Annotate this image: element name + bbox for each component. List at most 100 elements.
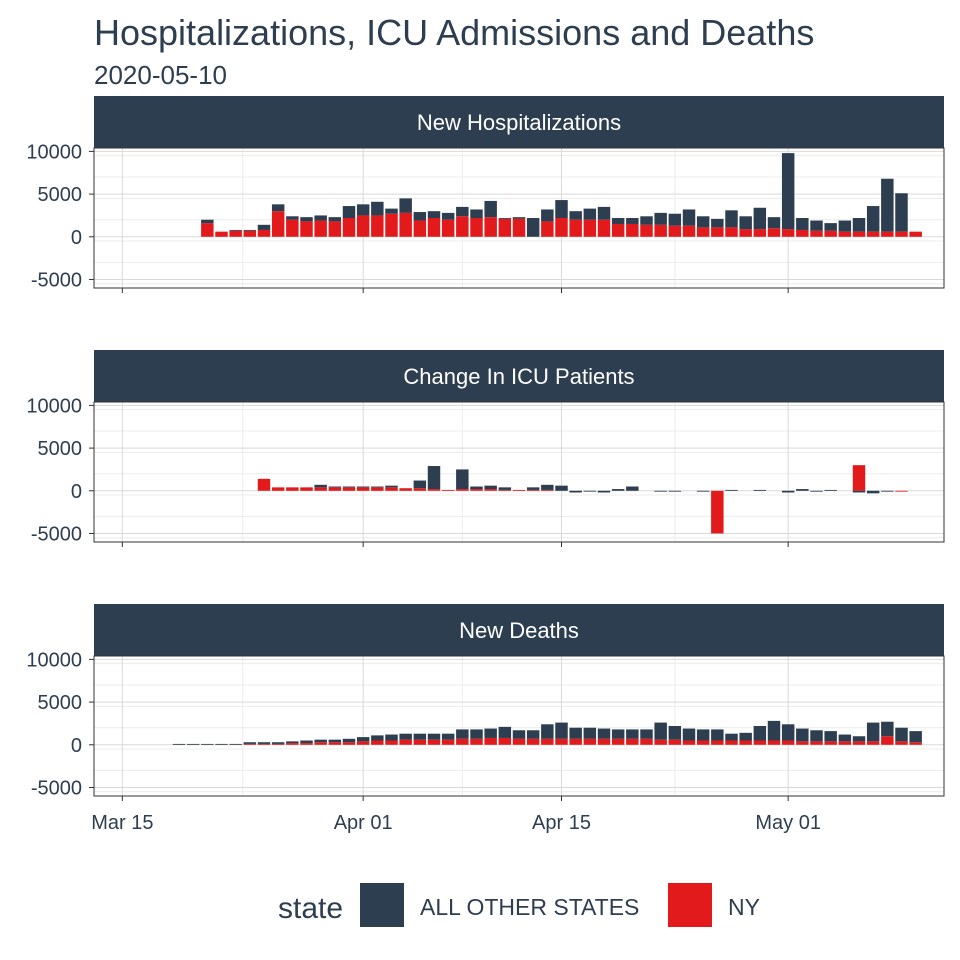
bar-ny — [881, 736, 894, 745]
bar-other-states — [569, 727, 582, 739]
bar-ny — [654, 739, 667, 745]
bar-other-states — [583, 490, 597, 492]
bar-other-states — [725, 733, 738, 741]
panel-border — [93, 401, 945, 543]
panel-border — [93, 147, 945, 289]
y-tick-label: 0 — [71, 227, 82, 249]
bar-ny — [824, 741, 837, 745]
bar-other-states — [781, 724, 795, 741]
bar-other-states — [229, 743, 242, 745]
x-tick-label: Mar 15 — [91, 812, 153, 834]
bar-ny — [597, 738, 611, 745]
y-tick-label: 10000 — [26, 395, 82, 417]
bar-other-states — [371, 735, 384, 741]
legend-key-ny — [668, 883, 712, 927]
bar-ny — [371, 487, 384, 491]
bar-other-states — [668, 213, 682, 226]
bar-other-states — [796, 218, 809, 230]
bar-other-states — [470, 729, 483, 739]
panel-title: New Hospitalizations — [417, 110, 621, 135]
y-tick-label: 5000 — [38, 438, 83, 460]
bar-other-states — [626, 218, 639, 224]
bar-other-states — [385, 208, 398, 214]
x-tick-label: Apr 15 — [532, 812, 591, 834]
bar-ny — [512, 738, 526, 745]
bar-other-states — [909, 731, 922, 743]
bar-ny — [371, 740, 384, 745]
bar-other-states — [881, 721, 894, 737]
bar-other-states — [328, 739, 342, 743]
bar-other-states — [824, 489, 837, 491]
bar-other-states — [186, 743, 200, 745]
bar-ny — [314, 220, 327, 237]
y-tick-label: 5000 — [38, 692, 83, 714]
bar-other-states — [314, 215, 327, 221]
bar-other-states — [611, 729, 625, 739]
bar-other-states — [640, 216, 653, 225]
bar-ny — [781, 229, 795, 237]
bar-ny — [767, 228, 781, 237]
bar-other-states — [682, 209, 696, 226]
bar-other-states — [427, 733, 441, 740]
bar-other-states — [314, 484, 327, 488]
bar-ny — [569, 738, 582, 745]
bar-other-states — [215, 743, 228, 745]
bar-ny — [597, 219, 611, 237]
bar-other-states — [626, 486, 639, 491]
bar-other-states — [597, 490, 611, 493]
legend-label-ny: NY — [728, 894, 760, 920]
bar-other-states — [541, 484, 554, 490]
bar-ny — [682, 740, 696, 745]
bar-other-states — [427, 211, 441, 218]
bar-ny — [866, 741, 880, 745]
bar-other-states — [767, 217, 781, 229]
bar-other-states — [555, 485, 568, 491]
bar-other-states — [498, 487, 512, 490]
bar-other-states — [271, 742, 285, 744]
bar-ny — [257, 478, 271, 491]
bar-ny — [356, 487, 370, 491]
bar-ny — [753, 740, 767, 745]
bar-ny — [824, 230, 837, 237]
bar-other-states — [512, 730, 526, 739]
bar-other-states — [371, 201, 384, 216]
bar-ny — [526, 738, 540, 745]
bar-other-states — [385, 734, 398, 741]
bar-ny — [441, 739, 455, 745]
bar-ny — [484, 217, 497, 237]
bar-ny — [328, 221, 342, 237]
y-tick-label: -5000 — [31, 777, 82, 799]
bar-ny — [583, 738, 597, 745]
bar-ny — [696, 740, 710, 745]
bar-ny — [852, 465, 866, 491]
bar-other-states — [583, 208, 597, 220]
bar-other-states — [640, 729, 653, 739]
bar-ny — [541, 738, 554, 745]
bar-other-states — [385, 485, 398, 488]
bar-other-states — [711, 729, 724, 741]
bar-ny — [286, 219, 299, 237]
legend-title: state — [278, 892, 344, 925]
bar-ny — [739, 229, 752, 237]
bar-other-states — [229, 229, 242, 231]
panel-strip — [94, 604, 944, 656]
bar-ny — [796, 741, 809, 745]
bar-other-states — [852, 490, 866, 493]
bar-other-states — [371, 486, 384, 488]
bar-ny — [427, 739, 441, 745]
panel-border — [93, 655, 945, 797]
bar-other-states — [413, 212, 427, 221]
bar-other-states — [356, 486, 370, 488]
chart-title: Hospitalizations, ICU Admissions and Dea… — [94, 12, 815, 53]
bar-other-states — [881, 178, 894, 232]
bar-other-states — [356, 204, 370, 216]
bar-other-states — [852, 218, 866, 232]
bar-other-states — [796, 489, 809, 491]
bar-ny — [526, 489, 540, 491]
faceted-bar-chart: New Hospitalizations 10000 5000 0 -5000 Chang… — [26, 96, 945, 834]
bar-other-states — [654, 490, 667, 492]
panel-strip — [94, 350, 944, 402]
bar-ny — [852, 231, 866, 237]
legend-key-other-states — [360, 883, 404, 927]
bar-ny — [328, 742, 342, 745]
